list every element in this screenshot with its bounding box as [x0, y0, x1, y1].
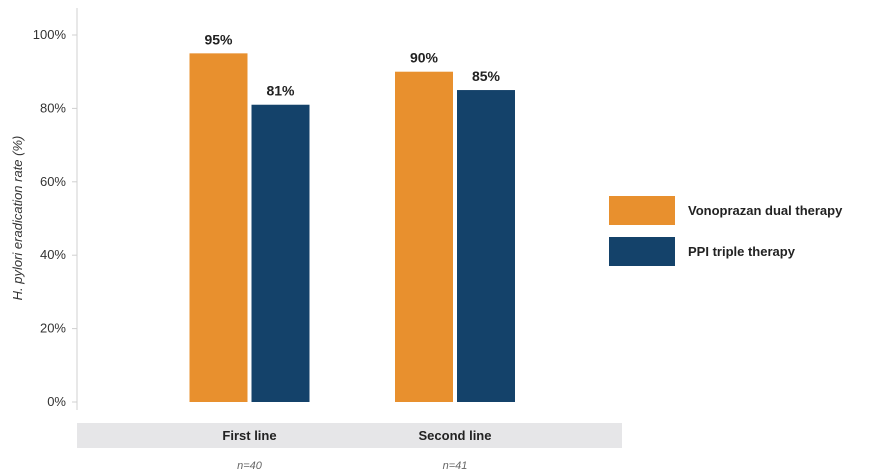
y-tick-label: 60%: [40, 174, 66, 189]
bar-value-label: 81%: [266, 83, 295, 99]
bars: [189, 53, 515, 403]
bar-value-label: 95%: [204, 31, 233, 47]
y-tick-label: 40%: [40, 247, 66, 262]
bar: [395, 71, 453, 402]
y-axis-ticks: 0% 20% 40% 60% 80% 100%: [33, 27, 77, 409]
y-axis-label: H. pylori eradication rate (%): [10, 136, 25, 301]
sample-size-label: n=41: [443, 460, 468, 472]
bar: [457, 90, 515, 403]
bar-value-label: 85%: [472, 68, 501, 84]
value-labels: 95% 90% 81% 85%: [204, 31, 500, 98]
legend-label: PPI triple therapy: [688, 244, 796, 259]
category-labels: First line n=40 Second line n=41: [222, 428, 491, 472]
y-tick-label: 0%: [47, 394, 66, 409]
legend-label: Vonoprazan dual therapy: [688, 203, 843, 218]
bar-value-label: 90%: [410, 50, 439, 66]
category-label: First line: [222, 428, 276, 443]
legend: Vonoprazan dual therapy PPI triple therap…: [609, 196, 843, 266]
legend-swatch: [609, 237, 675, 266]
legend-swatch: [609, 196, 675, 225]
category-label: Second line: [419, 428, 492, 443]
bar: [251, 104, 310, 402]
sample-size-label: n=40: [237, 460, 263, 472]
y-tick-label: 20%: [40, 321, 66, 336]
y-tick-label: 100%: [33, 27, 67, 42]
y-tick-label: 80%: [40, 100, 66, 115]
bar: [189, 53, 248, 402]
category-band: [77, 423, 622, 448]
